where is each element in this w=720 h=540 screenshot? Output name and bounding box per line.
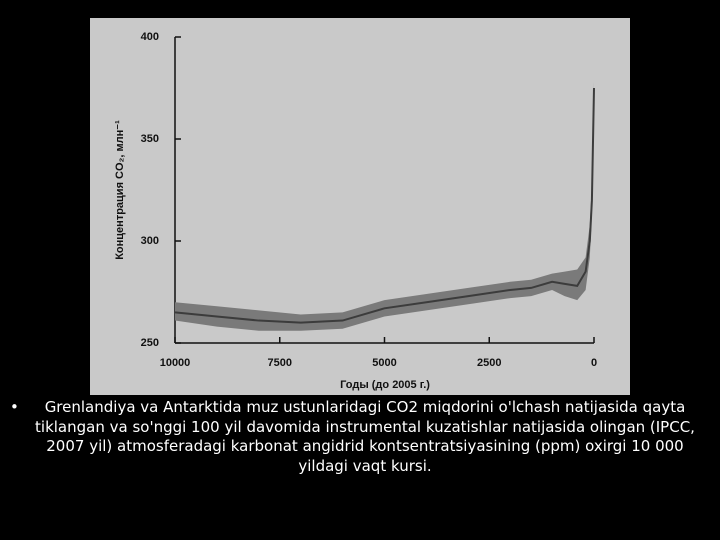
y-tick-label: 300 [141,235,159,247]
x-tick-label: 10000 [160,357,191,369]
data-line [174,87,595,324]
y-tick-label: 250 [141,337,159,349]
x-tick-label: 5000 [372,357,396,369]
caption: Grenlandiya va Antarktida muz ustunlarid… [35,398,695,475]
x-axis-label: Годы (до 2005 г.) [340,379,430,391]
chart-background [90,18,630,395]
caption-block: • Grenlandiya va Antarktida muz ustunlari… [10,398,695,475]
y-axis-label: Концентрация CO₂, млн⁻¹ [114,120,126,260]
x-tick-label: 2500 [477,357,501,369]
y-tick-label: 350 [141,133,159,145]
chart: Концентрация CO₂, млн⁻¹ Годы (до 2005 г.… [90,18,630,395]
x-tick-label: 7500 [268,357,292,369]
x-tick-label: 0 [591,357,597,369]
y-tick-label: 400 [141,31,159,43]
